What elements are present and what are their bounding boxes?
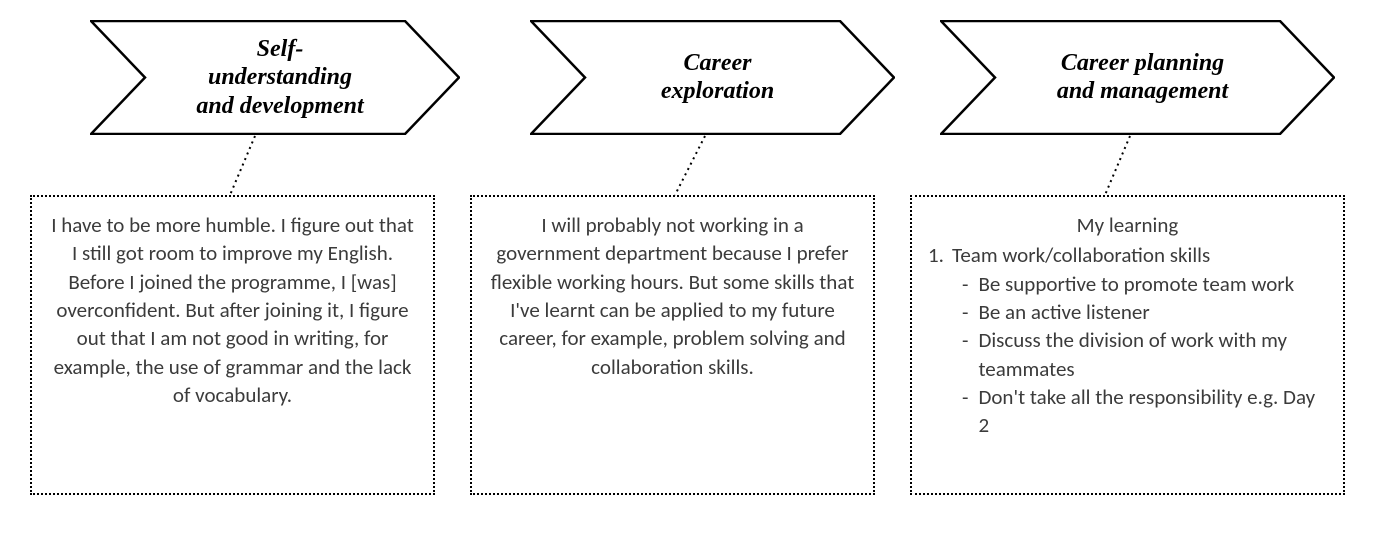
chevron-self-label: Self- understanding and development <box>90 34 460 120</box>
chevron-self: Self- understanding and development <box>90 20 460 135</box>
note-plan-heading: My learning <box>928 211 1327 239</box>
career-diagram: Self- understanding and development Care… <box>30 20 1357 516</box>
chevron-plan: Career planning and management <box>940 20 1335 135</box>
note-plan-bullet: -Be an active listener <box>928 298 1327 326</box>
note-plan-list-title: 1. Team work/collaboration skills <box>928 241 1327 269</box>
chevron-explore: Career exploration <box>530 20 895 135</box>
note-plan-bullet: -Be supportive to promote team work <box>928 270 1327 298</box>
note-explore-text: I will probably not working in a governm… <box>491 212 854 380</box>
chevron-explore-label: Career exploration <box>530 49 895 107</box>
note-plan-bullet: -Discuss the division of work with my te… <box>928 326 1327 383</box>
note-self: I have to be more humble. I figure out t… <box>30 195 435 495</box>
note-explore: I will probably not working in a governm… <box>470 195 875 495</box>
note-plan: My learning 1. Team work/collaboration s… <box>910 195 1345 495</box>
chevron-plan-label: Career planning and management <box>940 49 1335 107</box>
note-self-text: I have to be more humble. I figure out t… <box>51 212 414 408</box>
note-plan-bullet: -Don't take all the responsibility e.g. … <box>928 383 1327 440</box>
